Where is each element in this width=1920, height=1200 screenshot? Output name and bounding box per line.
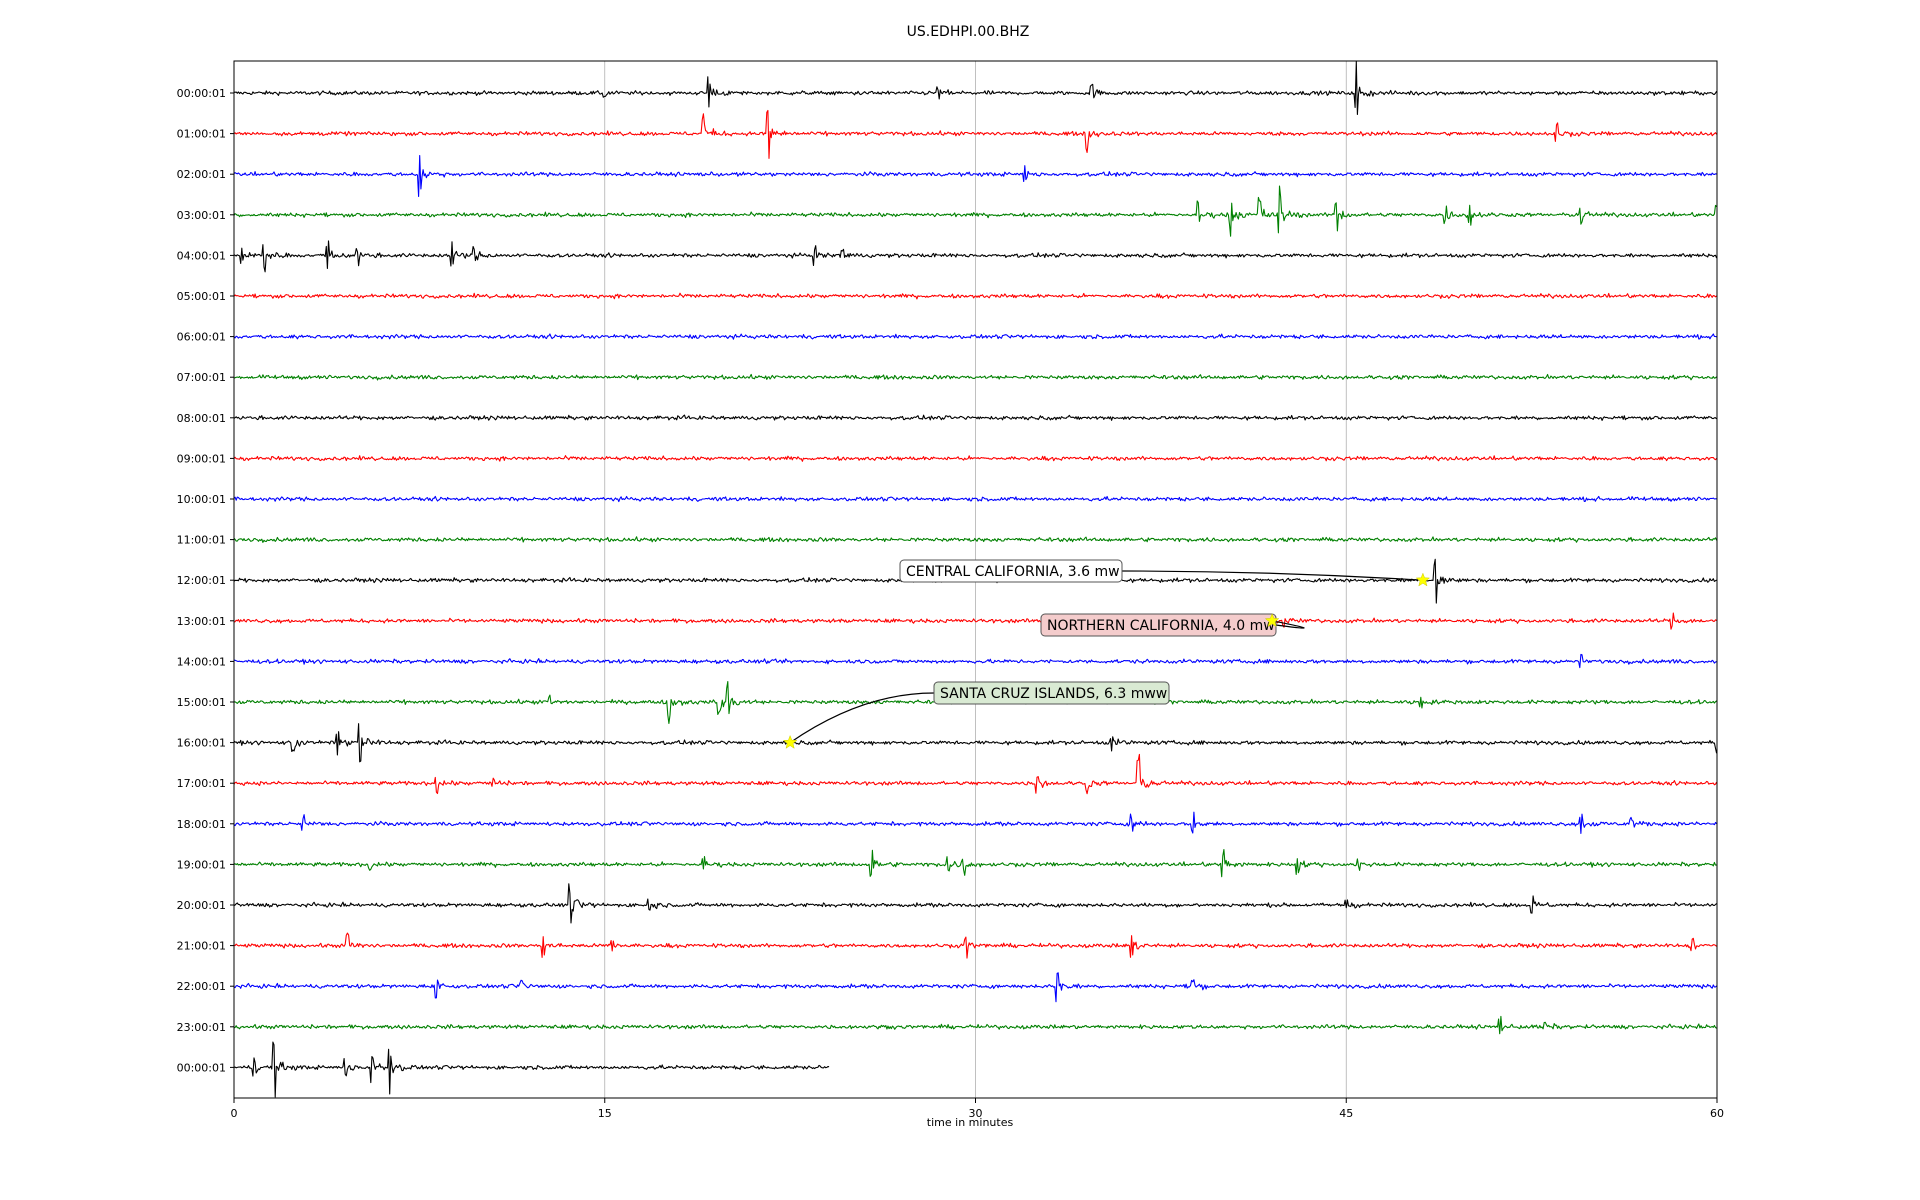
trace-2 [233,154,1717,198]
trace-22 [233,972,1717,1003]
trace-21 [233,932,1717,959]
event-label: CENTRAL CALIFORNIA, 3.6 mw [906,564,1120,580]
y-tick-label: 06:00:01 [177,331,226,344]
event-star-marker [1264,613,1280,628]
y-tick-label: 23:00:01 [177,1021,226,1034]
y-tick-label: 16:00:01 [177,737,226,750]
trace-14 [233,653,1717,669]
trace-3 [233,185,1718,237]
chart-title: US.EDHPI.00.BHZ [907,24,1030,40]
event-annotation-1: NORTHERN CALIFORNIA, 4.0 mw [1040,613,1305,637]
x-tick-label: 60 [1710,1107,1724,1120]
trace-20 [233,883,1717,924]
y-tick-label: 08:00:01 [177,412,226,425]
y-tick-label: 22:00:01 [177,980,226,993]
y-tick-label: 14:00:01 [177,655,226,668]
y-tick-label: 12:00:01 [177,574,226,587]
event-connector [789,692,935,744]
trace-18 [233,811,1718,834]
x-tick-label: 0 [231,1107,238,1120]
y-tick-label: 00:00:01 [177,87,226,100]
event-annotation-2: SANTA CRUZ ISLANDS, 6.3 mww [782,681,1170,749]
y-tick-label: 07:00:01 [177,371,226,384]
event-star-marker [782,734,798,749]
event-annotation-0: CENTRAL CALIFORNIA, 3.6 mw [899,559,1431,587]
y-tick-label: 11:00:01 [177,534,226,547]
x-tick-label: 15 [598,1107,612,1120]
y-tick-label: 05:00:01 [177,290,226,303]
event-label-box [933,681,1170,705]
event-label-box [899,559,1123,583]
event-label: SANTA CRUZ ISLANDS, 6.3 mww [940,686,1167,702]
event-connector [1271,620,1305,629]
x-axis-title: time in minutes [927,1116,1014,1129]
x-tick-label: 45 [1339,1107,1353,1120]
y-tick-label: 21:00:01 [177,940,226,953]
event-connector [1121,570,1423,581]
trace-4 [233,240,1718,273]
trace-10 [233,495,1717,503]
trace-9 [233,455,1718,462]
y-tick-label: 10:00:01 [177,493,226,506]
x-tick-label: 30 [969,1107,983,1120]
traces-group [233,60,1718,1098]
trace-7 [233,373,1717,381]
trace-8 [233,414,1718,421]
trace-13 [233,612,1717,630]
trace-5 [233,292,1717,300]
y-tick-label: 03:00:01 [177,209,226,222]
trace-1 [233,109,1718,159]
event-star-marker [1415,572,1431,587]
trace-16 [233,723,1718,763]
y-tick-label: 18:00:01 [177,818,226,831]
trace-11 [233,536,1718,543]
trace-6 [233,333,1717,340]
event-label: NORTHERN CALIFORNIA, 4.0 mw [1047,618,1275,634]
trace-0 [233,60,1718,116]
y-tick-label: 13:00:01 [177,615,226,628]
y-tick-label: 00:00:01 [177,1061,226,1074]
y-tick-label: 04:00:01 [177,249,226,262]
y-tick-label: 15:00:01 [177,696,226,709]
trace-17 [233,753,1718,795]
y-tick-label: 01:00:01 [177,128,226,141]
trace-23 [233,1015,1717,1035]
trace-19 [233,849,1717,878]
y-tick-label: 20:00:01 [177,899,226,912]
trace-24 [233,1041,830,1098]
y-tick-label: 02:00:01 [177,168,226,181]
y-tick-label: 19:00:01 [177,858,226,871]
y-tick-label: 09:00:01 [177,452,226,465]
y-tick-label: 17:00:01 [177,777,226,790]
